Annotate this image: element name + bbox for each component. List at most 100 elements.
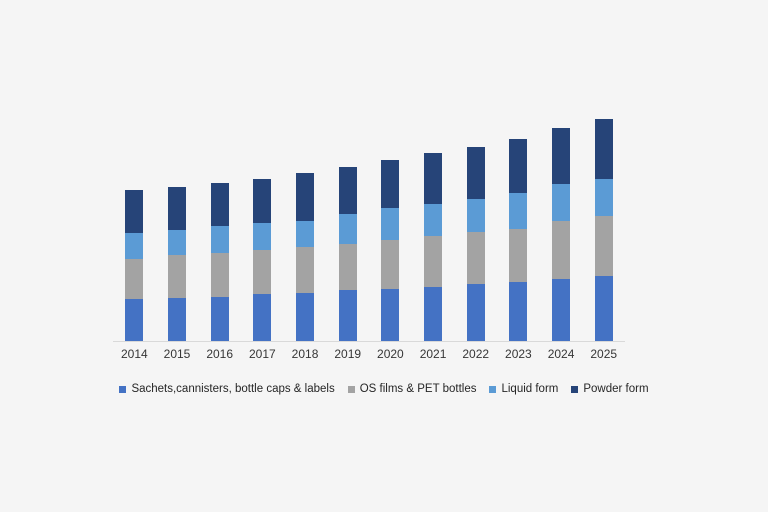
bar-segment <box>296 293 315 341</box>
bar-slot-2015 <box>156 110 199 341</box>
stacked-bar-2021 <box>424 153 443 341</box>
bar-segment <box>552 128 571 184</box>
bar-segment <box>168 230 186 255</box>
bar-slot-2024 <box>540 110 583 341</box>
bar-slot-2025 <box>582 110 625 341</box>
bar-segment <box>424 204 443 236</box>
bar-segment <box>125 259 144 299</box>
legend-label: Liquid form <box>501 383 559 395</box>
bar-segment <box>168 187 186 230</box>
bar-segment <box>552 221 571 279</box>
bar-segment <box>381 240 400 289</box>
bar-segment <box>168 298 186 341</box>
x-axis-label-2020: 2020 <box>377 347 404 361</box>
legend: Sachets,cannisters, bottle caps & labels… <box>0 381 768 397</box>
bar-slot-2022 <box>454 110 497 341</box>
bar-segment <box>466 199 485 232</box>
stacked-bar-2014 <box>125 190 144 341</box>
bar-segment <box>466 147 485 199</box>
stacked-bar-2019 <box>338 167 357 341</box>
bar-segment <box>424 153 443 204</box>
legend-item: Powder form <box>571 383 649 395</box>
bar-segment <box>509 139 528 193</box>
bar-segment <box>125 190 144 233</box>
bar-segment <box>253 223 272 250</box>
x-axis-label-2024: 2024 <box>547 347 575 361</box>
x-axis-label-2023: 2023 <box>505 347 532 361</box>
legend-label: Sachets,cannisters, bottle caps & labels <box>131 383 335 395</box>
legend-swatch-icon <box>347 385 355 393</box>
bar-slot-2017 <box>241 110 284 341</box>
stacked-bar-2025 <box>594 119 613 341</box>
bar-segment <box>210 183 229 226</box>
bar-slot-2023 <box>497 110 540 341</box>
bar-segment <box>424 287 443 341</box>
bar-slot-2018 <box>284 110 327 341</box>
bar-segment <box>509 193 528 229</box>
legend-swatch-icon <box>489 385 497 393</box>
legend-item: Sachets,cannisters, bottle caps & labels <box>119 383 335 395</box>
bar-segment <box>338 214 357 244</box>
x-axis-label-2014: 2014 <box>120 347 148 361</box>
bar-segment <box>253 179 272 223</box>
bar-segment <box>424 236 443 287</box>
bar-segment <box>594 119 613 179</box>
bar-segment <box>509 282 528 341</box>
bar-segment <box>296 221 315 247</box>
bar-segment <box>466 232 485 284</box>
legend-label: OS films & PET bottles <box>359 383 477 395</box>
stacked-bar-2024 <box>552 128 571 341</box>
stacked-bar-2023 <box>509 139 528 341</box>
x-axis-label-2019: 2019 <box>334 347 362 361</box>
bar-segment <box>296 247 315 293</box>
stacked-bar-2018 <box>296 173 315 341</box>
bar-segment <box>253 250 272 294</box>
stacked-bar-2015 <box>168 187 186 341</box>
bar-segment <box>210 253 229 297</box>
bar-segment <box>296 173 315 221</box>
bar-segment <box>338 244 357 290</box>
x-axis-label-2017: 2017 <box>249 347 276 361</box>
bar-segment <box>466 284 485 341</box>
bar-segment <box>509 229 528 282</box>
x-axis-label-2018: 2018 <box>291 347 319 361</box>
legend-swatch-icon <box>119 385 127 393</box>
x-axis-label-2021: 2021 <box>419 347 447 361</box>
stacked-bar-2016 <box>210 183 229 341</box>
bar-segment <box>552 184 571 221</box>
stacked-bar-2022 <box>466 147 485 341</box>
legend-swatch-icon <box>571 385 579 393</box>
bar-segment <box>168 255 186 298</box>
plot-area <box>113 110 625 342</box>
x-axis-label-2022: 2022 <box>462 347 490 361</box>
x-axis-label-2025: 2025 <box>590 347 618 361</box>
legend-item: Liquid form <box>489 383 558 395</box>
bar-segment <box>381 208 400 240</box>
stacked-bar-2017 <box>253 179 272 341</box>
bar-segment <box>210 226 229 253</box>
x-axis-label-2016: 2016 <box>206 347 234 361</box>
bar-segment <box>594 216 613 276</box>
bar-slot-2020 <box>369 110 412 341</box>
bar-segment <box>594 276 613 341</box>
bar-slot-2021 <box>412 110 455 341</box>
bar-segment <box>381 160 400 208</box>
bar-segment <box>210 297 229 341</box>
bar-segment <box>594 179 613 216</box>
bar-slot-2014 <box>113 110 156 341</box>
bar-segment <box>125 233 144 259</box>
bar-segment <box>552 279 571 341</box>
legend-item: OS films & PET bottles <box>347 383 477 395</box>
bar-segment <box>381 289 400 341</box>
bar-slot-2016 <box>198 110 241 341</box>
bar-segment <box>125 299 144 341</box>
legend-label: Powder form <box>583 383 649 395</box>
x-axis-labels: 2014 2015 2016 2017 2018 2019 2020 2021 2022 2023… <box>113 347 625 361</box>
stacked-bar-2020 <box>381 160 400 341</box>
bar-segment <box>338 290 357 341</box>
bar-segment <box>253 294 272 341</box>
bar-slot-2019 <box>326 110 369 341</box>
x-axis-label-2015: 2015 <box>163 347 191 361</box>
bar-segment <box>338 167 357 214</box>
